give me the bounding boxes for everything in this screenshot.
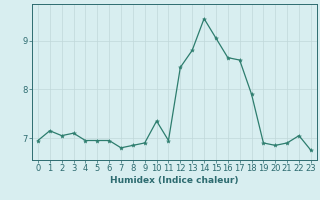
X-axis label: Humidex (Indice chaleur): Humidex (Indice chaleur)	[110, 176, 239, 185]
